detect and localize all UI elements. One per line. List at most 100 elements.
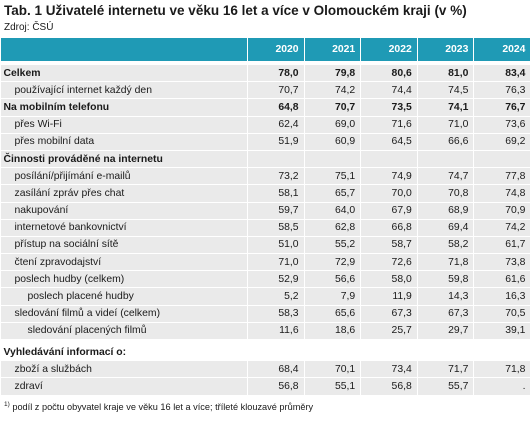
cell: 65,6: [303, 305, 361, 323]
cell: 69,0: [303, 116, 361, 134]
row-label: sledování placených filmů: [0, 322, 248, 341]
cell: 72,6: [360, 253, 418, 272]
cell: 68,9: [416, 202, 474, 220]
cell: 25,7: [360, 322, 418, 341]
cell: 70,1: [303, 360, 361, 379]
cell: 73,4: [360, 360, 418, 379]
cell: 74,4: [360, 81, 418, 100]
table-row: přístup na sociální sítě 51,0 55,2 58,7 …: [0, 236, 530, 255]
cell: 51,9: [247, 133, 305, 151]
cell: 70,7: [247, 81, 305, 100]
cell: 73,8: [473, 253, 530, 272]
row-label: zasílání zpráv přes chat: [0, 184, 248, 203]
cell: 62,4: [247, 116, 305, 134]
cell: 65,7: [303, 184, 361, 203]
cell: 72,9: [303, 253, 361, 272]
cell: 67,3: [416, 305, 474, 323]
table-row: Na mobilním telefonu 64,8 70,7 73,5 74,1…: [0, 98, 530, 117]
cell: [247, 344, 305, 362]
cell: 64,8: [247, 98, 305, 117]
cell: 11,9: [360, 287, 418, 306]
cell: 51,0: [247, 236, 305, 255]
cell: 29,7: [416, 322, 474, 341]
cell: [473, 344, 530, 362]
cell: 14,3: [416, 287, 474, 306]
header-year: 2020: [247, 38, 305, 61]
cell: 74,1: [416, 98, 474, 117]
cell: [416, 344, 474, 362]
row-label: Na mobilním telefonu: [0, 98, 248, 117]
cell: [360, 344, 418, 362]
header-year: 2023: [416, 38, 474, 61]
cell: 76,7: [473, 98, 530, 117]
cell: 71,0: [416, 116, 474, 134]
cell: 55,7: [416, 377, 474, 396]
cell: 59,8: [416, 270, 474, 289]
cell: 83,4: [473, 65, 530, 83]
cell: 52,9: [247, 270, 305, 289]
spacer-row: [0, 339, 530, 344]
cell: 71,8: [473, 360, 530, 379]
section-row: Činnosti prováděné na internetu: [0, 150, 530, 169]
cell: 66,6: [416, 133, 474, 151]
cell: 7,9: [303, 287, 361, 306]
header-year: 2022: [360, 38, 418, 61]
spacer-row: [0, 61, 530, 65]
table-row: nakupování 59,7 64,0 67,9 68,9 70,9: [0, 202, 530, 220]
cell: 71,7: [416, 360, 474, 379]
cell: 55,1: [303, 377, 361, 396]
cell: 70,8: [416, 184, 474, 203]
cell: 71,8: [416, 253, 474, 272]
cell: 62,8: [303, 219, 361, 237]
cell: 81,0: [416, 65, 474, 83]
cell: 69,4: [416, 219, 474, 237]
cell: 70,7: [303, 98, 361, 117]
cell: 58,5: [247, 219, 305, 237]
table-title: Tab. 1 Uživatelé internetu ve věku 16 le…: [4, 3, 467, 18]
cell: [473, 150, 530, 169]
cell: 58,0: [360, 270, 418, 289]
cell: 70,5: [473, 305, 530, 323]
cell: 58,3: [247, 305, 305, 323]
cell: 61,6: [473, 270, 530, 289]
cell: 74,8: [473, 184, 530, 203]
table-row: posílání/přijímání e-mailů 73,2 75,1 74,…: [0, 167, 530, 186]
row-label: zboží a službách: [0, 360, 248, 379]
table-row: Celkem 78,0 79,8 80,6 81,0 83,4: [0, 65, 530, 83]
cell: 80,6: [360, 65, 418, 83]
row-label: přes Wi-Fi: [0, 116, 248, 134]
cell: 5,2: [247, 287, 305, 306]
cell: 58,7: [360, 236, 418, 255]
row-label: používající internet každý den: [0, 81, 248, 100]
cell: 11,6: [247, 322, 305, 341]
data-table: 2020 2021 2022 2023 2024 Celkem 78,0 79,…: [0, 38, 530, 396]
table-row: přes mobilní data 51,9 60,9 64,5 66,6 69…: [0, 133, 530, 151]
cell: 76,3: [473, 81, 530, 100]
section-row: Vyhledávání informací o:: [0, 344, 530, 362]
table-row: poslech placené hudby 5,2 7,9 11,9 14,3 …: [0, 287, 530, 306]
cell: 73,5: [360, 98, 418, 117]
cell: 61,7: [473, 236, 530, 255]
cell: 56,6: [303, 270, 361, 289]
table-row: poslech hudby (celkem) 52,9 56,6 58,0 59…: [0, 270, 530, 289]
row-label: sledování filmů a videí (celkem): [0, 305, 248, 323]
row-label: poslech hudby (celkem): [0, 270, 248, 289]
row-label: čtení zpravodajství: [0, 253, 248, 272]
header-row: 2020 2021 2022 2023 2024: [0, 38, 530, 61]
cell: [416, 150, 474, 169]
cell: 74,5: [416, 81, 474, 100]
cell: [360, 150, 418, 169]
table-row: internetové bankovnictví 58,5 62,8 66,8 …: [0, 219, 530, 237]
cell: 67,3: [360, 305, 418, 323]
cell: 77,8: [473, 167, 530, 186]
row-label: zdraví: [0, 377, 248, 396]
cell: 56,8: [247, 377, 305, 396]
cell: 79,8: [303, 65, 361, 83]
header-year: 2021: [303, 38, 361, 61]
cell: 69,2: [473, 133, 530, 151]
cell: [303, 344, 361, 362]
cell: 64,0: [303, 202, 361, 220]
cell: 78,0: [247, 65, 305, 83]
table-row: zdraví 56,8 55,1 56,8 55,7 .: [0, 377, 530, 396]
table-row: používající internet každý den 70,7 74,2…: [0, 81, 530, 100]
